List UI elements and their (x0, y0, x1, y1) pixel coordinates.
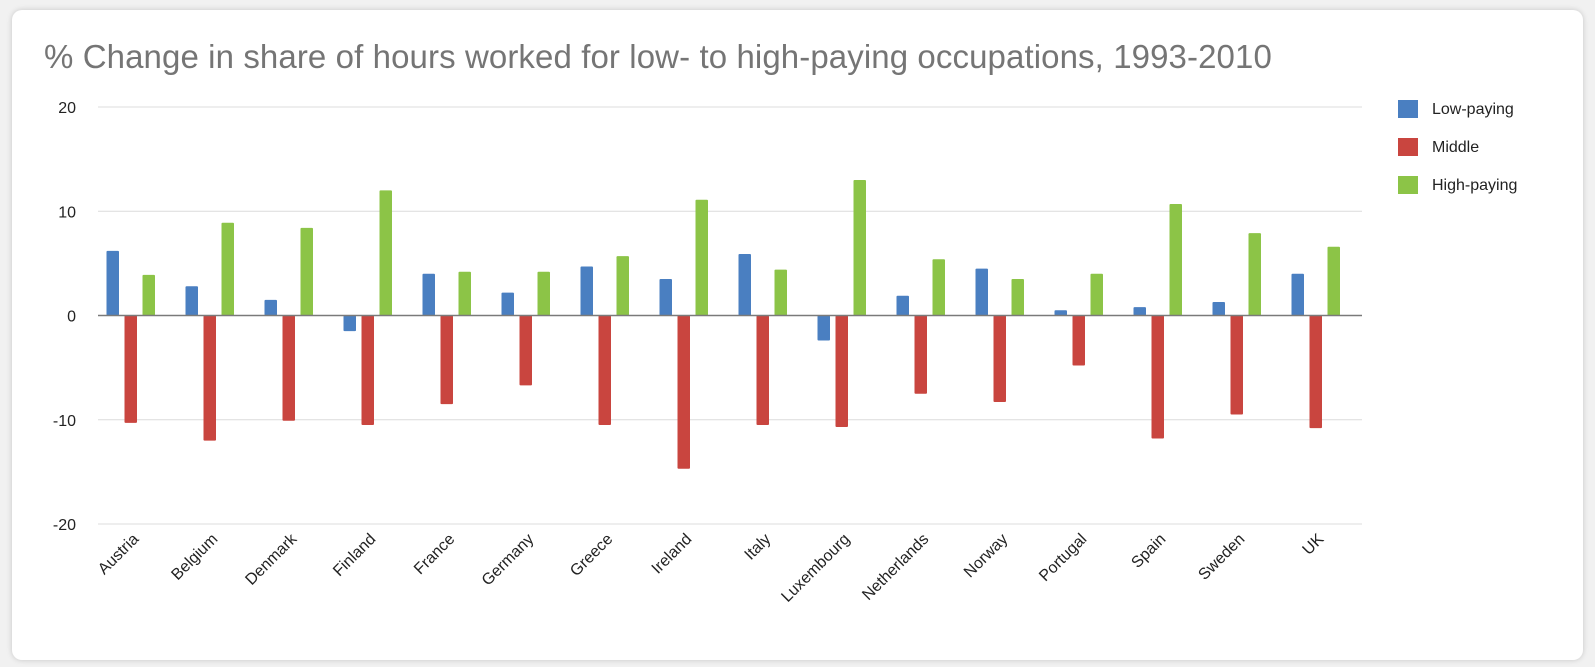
bar-high-paying-norway (1011, 279, 1024, 316)
y-tick-label: -20 (53, 517, 76, 534)
legend-label: Middle (1432, 139, 1479, 156)
x-tick-label: Austria (95, 531, 142, 578)
bar-low-paying-netherlands (896, 295, 909, 316)
bar-high-paying-greece (616, 256, 629, 316)
legend-label: High-paying (1432, 177, 1517, 194)
bar-high-paying-germany (537, 271, 550, 316)
x-tick-label: Greece (567, 531, 616, 580)
x-tick-label: Sweden (1195, 531, 1248, 584)
bar-low-paying-sweden (1212, 301, 1225, 316)
bar-low-paying-denmark (264, 299, 277, 316)
legend-swatch (1398, 138, 1418, 156)
bars (106, 179, 1340, 469)
bar-low-paying-norway (975, 268, 988, 316)
x-tick-label: Spain (1128, 531, 1169, 572)
x-tick-label: Italy (742, 531, 775, 564)
bar-high-paying-luxembourg (853, 179, 866, 316)
x-tick-label: Belgium (168, 531, 221, 584)
bar-low-paying-ireland (659, 279, 672, 316)
bar-low-paying-spain (1133, 307, 1146, 316)
bar-high-paying-finland (379, 190, 392, 316)
legend-swatch (1398, 100, 1418, 118)
x-tick-label: Finland (330, 531, 379, 580)
bar-high-paying-austria (142, 274, 155, 316)
x-tick-label: Denmark (242, 530, 301, 589)
x-tick-label: Germany (479, 531, 538, 590)
legend-label: Low-paying (1432, 101, 1514, 118)
x-tick-label: Luxembourg (778, 531, 853, 606)
bar-middle-germany (519, 315, 532, 386)
gridlines (98, 106, 1362, 525)
bar-high-paying-spain (1169, 203, 1182, 316)
y-tick-label: 10 (58, 204, 76, 221)
bar-low-paying-belgium (185, 286, 198, 316)
legend: Low-paying Middle High-paying (1398, 100, 1517, 194)
x-tick-label: UK (1300, 531, 1328, 559)
bar-low-paying-luxembourg (817, 315, 830, 341)
bar-high-paying-belgium (221, 222, 234, 316)
y-tick-label: 20 (58, 100, 76, 117)
legend-swatch (1398, 176, 1418, 194)
x-tick-label: Norway (961, 531, 1011, 581)
bar-high-paying-italy (774, 269, 787, 316)
y-tick-label: 0 (67, 309, 76, 326)
bar-high-paying-france (458, 271, 471, 316)
bar-middle-greece (598, 315, 611, 425)
bar-middle-finland (361, 315, 374, 425)
bar-low-paying-greece (580, 266, 593, 316)
bar-middle-sweden (1230, 315, 1243, 415)
bar-middle-belgium (203, 315, 216, 441)
bar-middle-portugal (1072, 315, 1085, 366)
x-tick-label: Ireland (649, 531, 696, 578)
bar-low-paying-germany (501, 292, 514, 316)
bar-high-paying-denmark (300, 227, 313, 316)
bar-low-paying-austria (106, 250, 119, 316)
x-axis-ticks: Austria Belgium Denmark Finland France German… (95, 530, 1327, 606)
x-tick-label: Netherlands (859, 531, 932, 604)
bar-middle-spain (1151, 315, 1164, 439)
y-axis-ticks: 20 10 0 -10 -20 (53, 100, 76, 534)
x-tick-label: Portugal (1036, 531, 1090, 585)
bar-high-paying-sweden (1248, 233, 1261, 316)
bar-low-paying-italy (738, 253, 751, 316)
bar-middle-austria (124, 315, 137, 423)
bar-middle-ireland (677, 315, 690, 469)
bar-low-paying-portugal (1054, 310, 1067, 316)
bar-low-paying-france (422, 273, 435, 316)
x-tick-label: France (411, 531, 458, 578)
bar-middle-uk (1309, 315, 1322, 429)
bar-low-paying-uk (1291, 273, 1304, 316)
y-tick-label: -10 (53, 413, 76, 430)
bar-middle-luxembourg (835, 315, 848, 428)
bar-middle-denmark (282, 315, 295, 421)
bar-middle-norway (993, 315, 1006, 403)
bar-high-paying-portugal (1090, 273, 1103, 316)
bar-low-paying-finland (343, 315, 356, 332)
bar-high-paying-netherlands (932, 259, 945, 316)
bar-middle-france (440, 315, 453, 405)
bar-middle-italy (756, 315, 769, 425)
bar-middle-netherlands (914, 315, 927, 394)
bar-high-paying-uk (1327, 246, 1340, 316)
bar-high-paying-ireland (695, 199, 708, 316)
chart-title: % Change in share of hours worked for lo… (44, 38, 1272, 75)
